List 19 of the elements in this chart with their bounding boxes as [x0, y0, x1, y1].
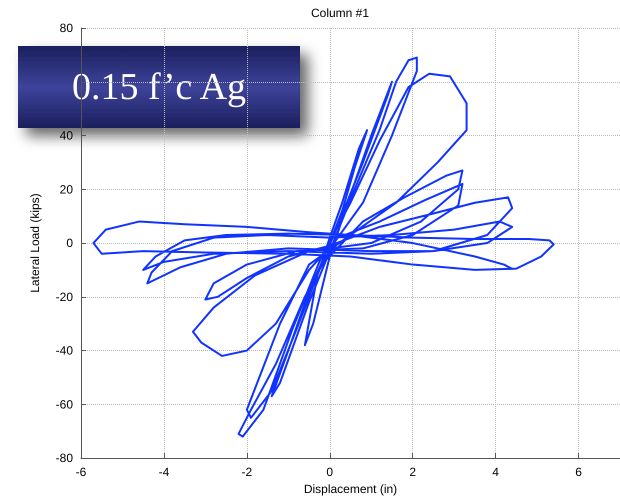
x-tick-label: -6 — [76, 465, 87, 480]
x-tick-label: 6 — [575, 465, 582, 480]
y-tick-label: -80 — [56, 451, 74, 466]
y-tick-label: -40 — [56, 344, 74, 358]
y-tick-label: 20 — [60, 182, 74, 196]
y-tick-label: 80 — [60, 21, 74, 35]
annotation: 0.15 f’c Ag — [72, 66, 246, 108]
y-tick-label: 0 — [66, 236, 74, 250]
y-tick-label: -20 — [56, 290, 74, 304]
chart-title: Column #1 — [310, 6, 370, 20]
x-tick-label: -4 — [158, 465, 170, 480]
x-tick-label: 0 — [326, 465, 334, 480]
x-tick-label: -2 — [242, 465, 253, 480]
x-axis-title: Displacement (in) — [304, 482, 398, 496]
y-tick-label: 40 — [60, 128, 74, 143]
x-tick-label: 4 — [492, 465, 500, 480]
x-tick-label: 2 — [409, 465, 416, 480]
y-tick-label: -60 — [56, 397, 74, 412]
y-axis-title: Lateral Load (kips) — [28, 193, 42, 293]
